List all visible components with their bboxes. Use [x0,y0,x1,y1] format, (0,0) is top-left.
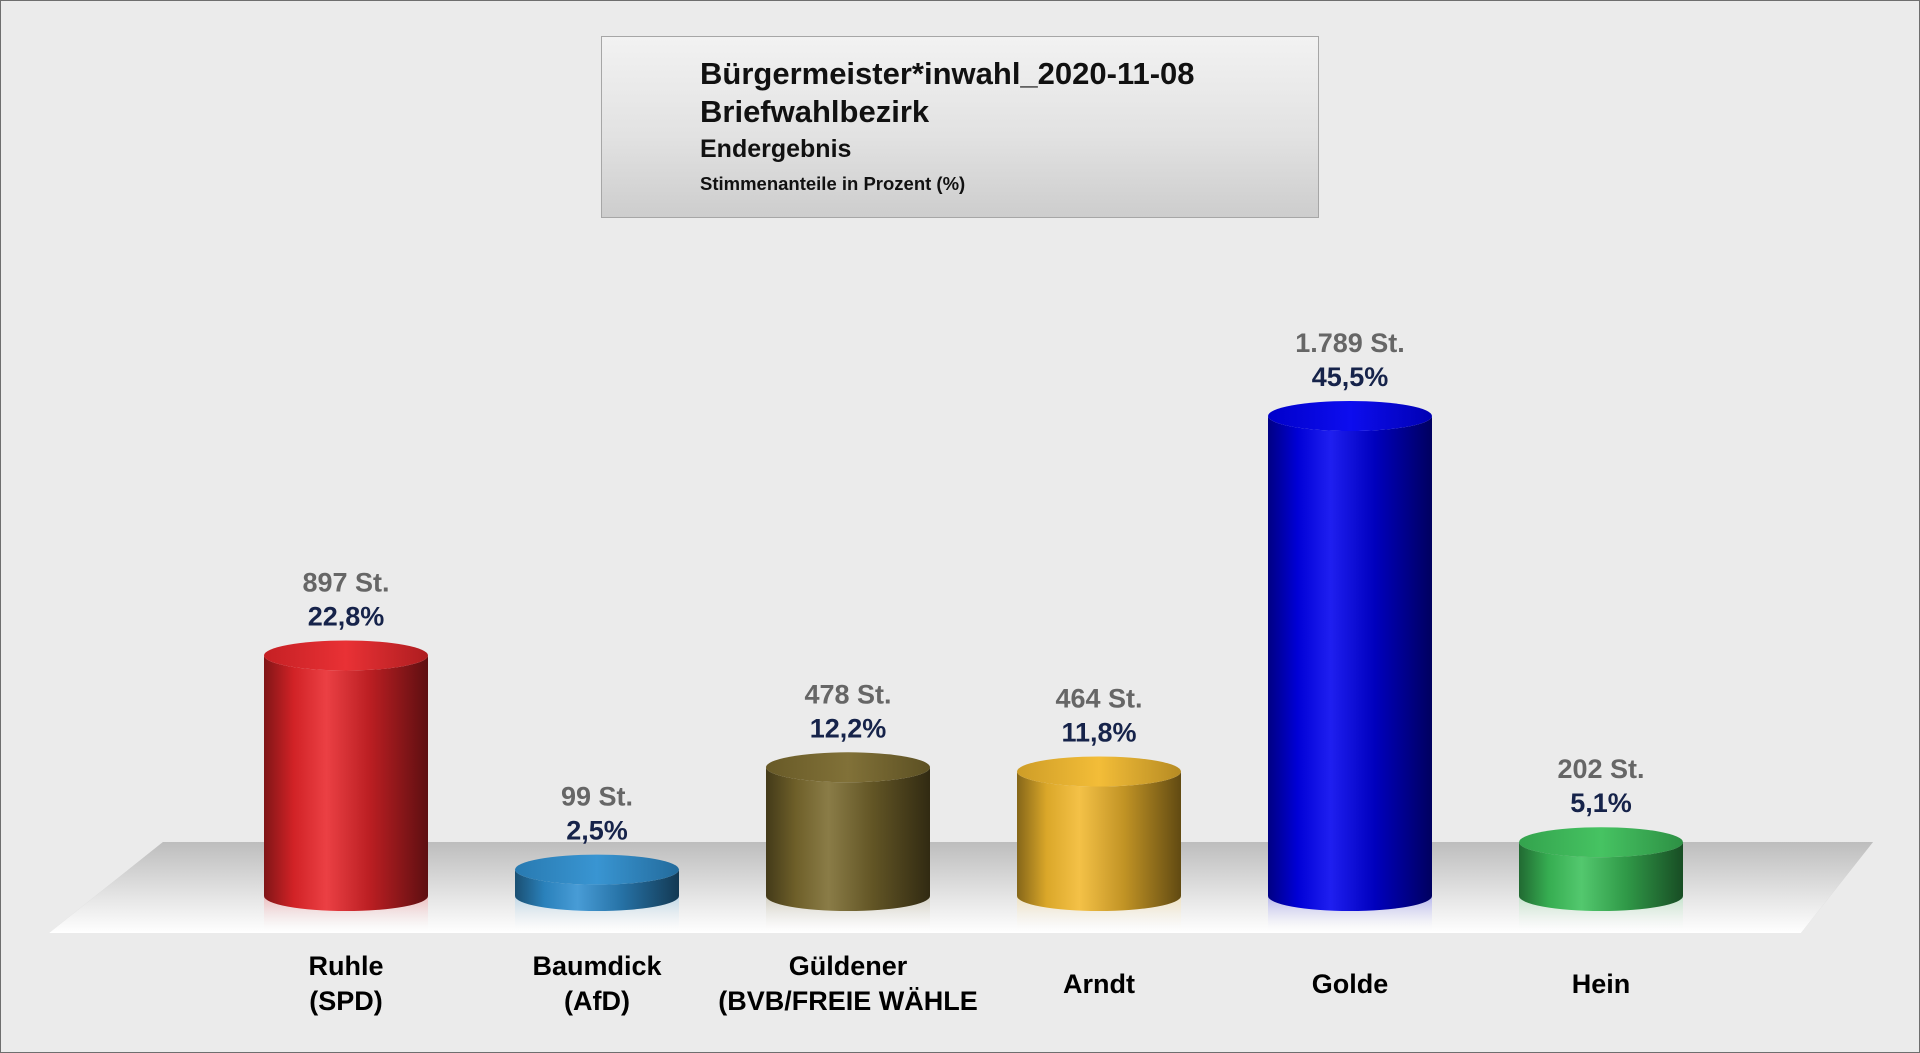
category-label: Güldener [789,951,908,981]
category-label: (AfD) [564,986,630,1016]
votes-label: 202 St. [1557,754,1644,784]
votes-label: 1.789 St. [1295,328,1405,358]
bar [1017,771,1181,911]
category-label: Baumdick [532,951,662,981]
bar-top [1519,827,1683,858]
bar-top [515,854,679,885]
bar-top [766,752,930,783]
votes-label: 464 St. [1055,684,1142,714]
title-text: Bürgermeister*inwahl_2020-11-08 Briefwah… [700,55,1195,201]
category-label: Ruhle [308,951,383,981]
title-box: Bürgermeister*inwahl_2020-11-08 Briefwah… [601,36,1319,218]
bar-top [1268,401,1432,431]
bar [515,869,679,911]
result-status: Endergebnis [700,135,852,163]
category-label: Hein [1572,969,1631,999]
bars-layer: 897 St. 22,8% Ruhle (SPD) 99 St. 2,5% Baumdick… [264,328,1683,1016]
percent-label: 2,5% [566,816,628,846]
percent-label: 12,2% [810,713,887,743]
bar-top [264,640,428,671]
percent-label: 5,1% [1570,788,1632,818]
bar [1519,842,1683,911]
votes-label: 897 St. [302,567,389,597]
votes-label: 478 St. [804,679,891,709]
bar [1268,416,1432,911]
percent-label: 45,5% [1312,362,1389,392]
percent-label: 22,8% [308,601,385,631]
category-label: (SPD) [309,986,383,1016]
percent-label: 11,8% [1061,718,1136,748]
unit-note: Stimmenanteile in Prozent (%) [700,173,966,194]
category-label: (BVB/FREIE WÄHLE [718,986,978,1016]
category-label: Golde [1312,969,1389,999]
bar [264,655,428,911]
chart-subtitle: Briefwahlbezirk [700,94,930,129]
votes-label: 99 St. [561,782,633,812]
bar [766,767,930,911]
bar-top [1017,756,1181,787]
category-label: Arndt [1063,969,1135,999]
chart-title: Bürgermeister*inwahl_2020-11-08 [700,56,1195,91]
